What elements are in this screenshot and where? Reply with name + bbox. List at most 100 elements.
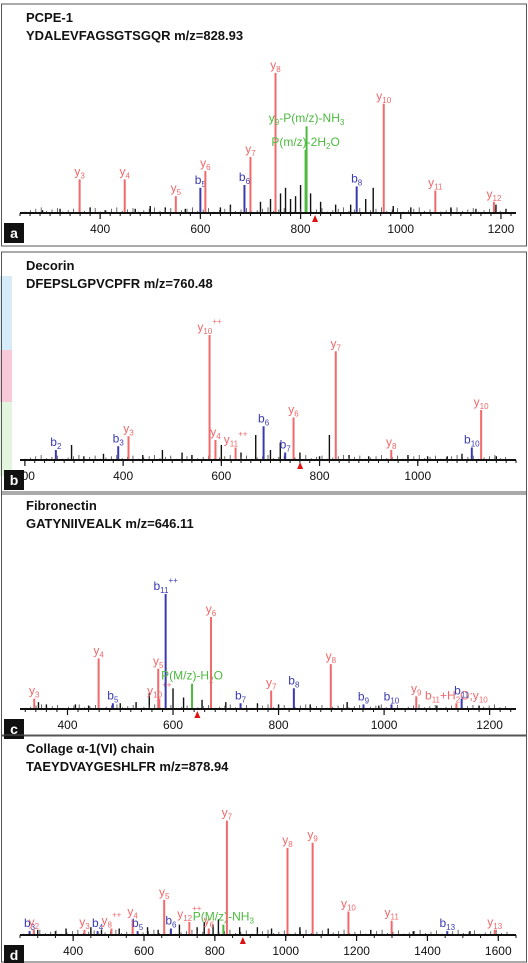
panel-title: Collage α-1(VI) chain [26, 741, 155, 756]
peak-label: y8 [326, 649, 337, 665]
precursor-marker [239, 937, 246, 944]
x-tick-label: 1000 [387, 222, 414, 236]
peak-label: P(M/z)-NH3 [193, 910, 255, 926]
peak-label: y9-P(m/z)-NH3 [269, 111, 345, 127]
peak-label: y9 [307, 828, 318, 844]
precursor-marker [194, 711, 201, 718]
panel-letter: a [10, 225, 18, 241]
peak-label: y7 [266, 676, 277, 692]
peak-label: b10 [384, 689, 400, 705]
x-tick-label: 400 [63, 944, 83, 958]
peak-label: b13 [439, 916, 455, 932]
peak-label: y3 [79, 915, 90, 931]
spectrum-panel-d: Collage α-1(VI) chain TAEYDVAYGESHLFR m/z… [1, 734, 527, 963]
panel-subtitle: DFEPSLGPVCPFR m/z=760.48 [26, 276, 213, 291]
peak-label: b11 [454, 684, 470, 700]
side-strip-green [0, 402, 12, 476]
peak-label: b5 [132, 916, 144, 932]
panel-frame [1, 3, 527, 247]
peak-label: y5 [153, 654, 164, 670]
panel-frame [1, 734, 527, 963]
side-strip-pink [0, 350, 12, 402]
peak-label: y12 [487, 187, 502, 203]
peak-label: y3 [123, 421, 134, 437]
peak-label: P(M/z)-H2O [161, 669, 223, 685]
peak-label: b5 [195, 173, 207, 189]
peak-label: y8 [282, 833, 293, 849]
peak-label: b9 [358, 689, 370, 705]
panel-subtitle: YDALEVFAGSGTSGQR m/z=828.93 [26, 28, 243, 43]
peak-label: y10++ [197, 317, 222, 336]
peak-label: y9 [411, 681, 422, 697]
peak-label: y5 [159, 885, 170, 901]
panel-title: PCPE-1 [26, 10, 73, 25]
peak-label: b6 [258, 411, 270, 427]
peak-label: y8++ [102, 911, 122, 930]
peak-label: b6 [165, 914, 177, 930]
x-tick-label: 600 [211, 469, 231, 483]
peak-label: y10++ [147, 681, 172, 700]
peak-label: y11 [384, 906, 399, 922]
peak-label: y4 [210, 425, 221, 441]
x-tick-label: 1000 [272, 944, 299, 958]
peak-label: y11++ [224, 430, 248, 449]
panel-frame [1, 251, 527, 495]
peak-label: b11++ [153, 576, 178, 595]
peak-label: y2 [29, 915, 40, 931]
peak-label: y7 [331, 336, 342, 352]
panel-title: Fibronectin [26, 498, 97, 513]
peak-label: y6 [206, 602, 217, 618]
x-tick-label: 800 [205, 944, 225, 958]
panel-letter: c [10, 721, 18, 737]
panel-subtitle: GATYNIIVEALK m/z=646.11 [26, 516, 194, 531]
peak-label: b4 [92, 916, 104, 932]
peak-label: y8 [270, 58, 281, 74]
x-tick-label: 600 [134, 944, 154, 958]
peak-label: y10 [341, 897, 356, 913]
peak-label: y6 [200, 156, 211, 172]
precursor-marker [312, 215, 319, 222]
x-tick-label: 600 [163, 718, 183, 732]
panel-letter-box [4, 470, 24, 490]
peak-label: b5 [107, 688, 119, 704]
precursor-marker [297, 462, 304, 469]
peak-label: b8 [351, 171, 363, 187]
panel-title: Decorin [26, 258, 74, 273]
peak-label: P(m/z)-2H2O [271, 135, 339, 151]
peak-label: b2 [50, 435, 62, 451]
peak-label: b6 [239, 170, 251, 186]
x-tick-label: 1000 [404, 469, 431, 483]
x-tick-label: 1200 [476, 718, 503, 732]
x-tick-label: 600 [190, 222, 210, 236]
peak-label: y4 [127, 904, 138, 920]
x-tick-label: 1400 [414, 944, 441, 958]
x-tick-label: 1200 [488, 222, 515, 236]
side-strip-blue [0, 276, 12, 350]
panel-letter: b [10, 472, 19, 488]
panel-letter-box [4, 223, 24, 243]
x-tick-label: 400 [90, 222, 110, 236]
peak-label: y4 [93, 643, 104, 659]
peak-label: y3 [74, 164, 85, 180]
x-tick-label: 1600 [485, 944, 512, 958]
panel-frame [1, 491, 527, 737]
peak-label: b7 [235, 688, 247, 704]
peak-label: y12++ [177, 904, 202, 923]
peak-label: b3 [24, 916, 36, 932]
peak-label: b7 [280, 438, 292, 454]
x-tick-label: 400 [113, 469, 133, 483]
peak-label: y10 [376, 89, 391, 105]
peak-label: y4 [119, 164, 130, 180]
peak-label: y5 [171, 181, 182, 197]
x-tick-label: 1200 [343, 944, 370, 958]
x-tick-label: 800 [269, 718, 289, 732]
panel-letter-box [4, 719, 24, 739]
peak-label: b8 [288, 673, 300, 689]
spectrum-panel-c: Fibronectin GATYNIIVEALK m/z=646.11 y3 y4 b5… [1, 491, 527, 739]
peak-label: y7 [222, 806, 233, 822]
peak-label: y7 [245, 142, 256, 158]
peak-label: y11 [428, 176, 443, 192]
panel-letter-box [4, 945, 24, 963]
